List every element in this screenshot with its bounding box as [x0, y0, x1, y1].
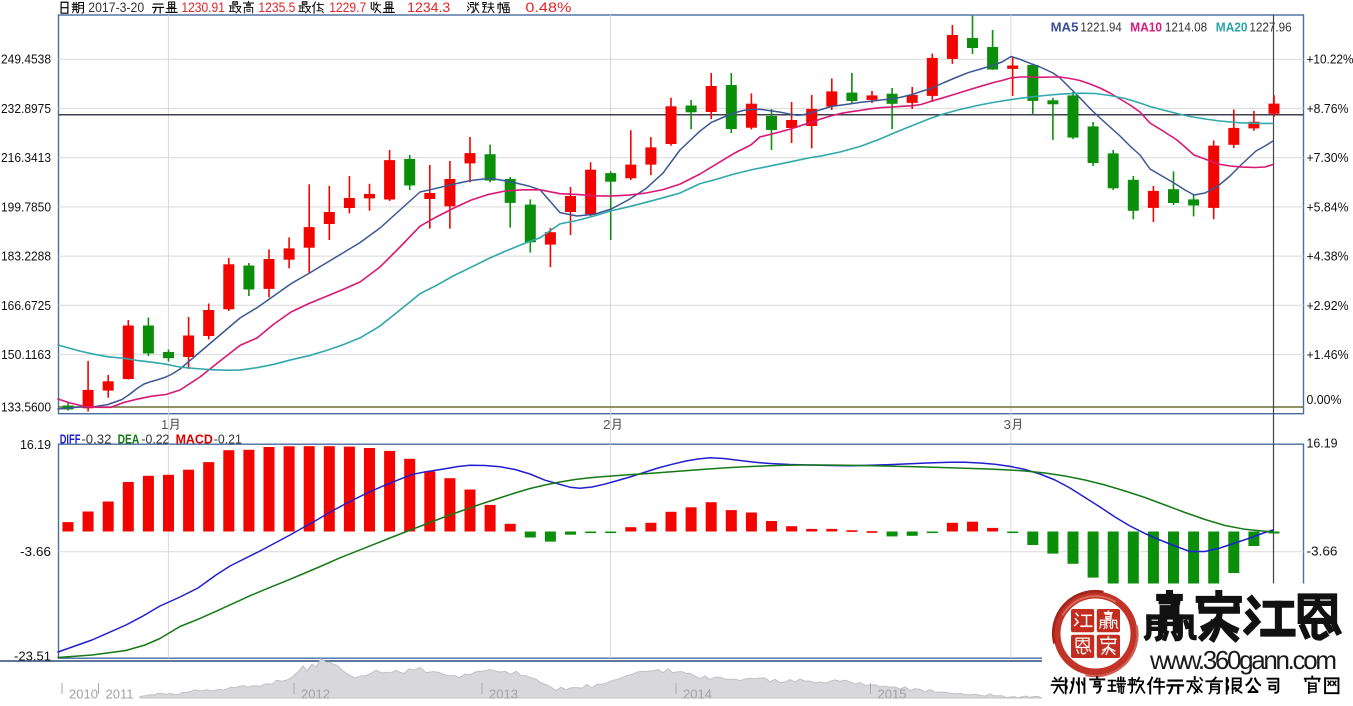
svg-text:232.8975: 232.8975 [1, 101, 51, 116]
svg-text:www.360gann.com: www.360gann.com [1149, 645, 1337, 675]
svg-text:2012: 2012 [301, 687, 330, 702]
svg-text:0.48%: 0.48% [525, 0, 571, 15]
svg-text:-0.32: -0.32 [81, 432, 111, 447]
svg-text:+4.38%: +4.38% [1307, 249, 1349, 264]
svg-text:1: 1 [161, 417, 168, 432]
svg-text:+5.84%: +5.84% [1307, 199, 1349, 214]
svg-text:166.6725: 166.6725 [1, 298, 51, 313]
svg-text:1227.96: 1227.96 [1249, 20, 1291, 35]
svg-text:+2.92%: +2.92% [1307, 298, 1349, 313]
svg-text:1234.3: 1234.3 [407, 0, 450, 15]
svg-text:MACD: MACD [176, 432, 213, 447]
svg-text:MA10: MA10 [1130, 20, 1162, 35]
svg-text:+7.30%: +7.30% [1307, 150, 1349, 165]
svg-text:MA20: MA20 [1216, 20, 1248, 35]
svg-text:16.19: 16.19 [1307, 436, 1338, 451]
svg-text:183.2288: 183.2288 [1, 249, 51, 264]
svg-text:-3.66: -3.66 [20, 544, 51, 559]
svg-text:-3.66: -3.66 [1307, 544, 1338, 559]
svg-text:MA5: MA5 [1051, 20, 1079, 35]
svg-text:199.7850: 199.7850 [1, 199, 51, 214]
svg-text:249.4538: 249.4538 [1, 52, 51, 67]
svg-text:1230.91: 1230.91 [181, 0, 225, 15]
svg-text:2015: 2015 [878, 687, 907, 702]
svg-text:1235.5: 1235.5 [258, 0, 295, 15]
svg-text:+1.46%: +1.46% [1307, 347, 1349, 362]
svg-text:150.1163: 150.1163 [1, 347, 51, 362]
svg-text:-0.22: -0.22 [141, 432, 169, 447]
svg-text:133.5600: 133.5600 [1, 400, 51, 415]
svg-text:-0.21: -0.21 [214, 432, 242, 447]
svg-text:2014: 2014 [683, 687, 712, 702]
svg-text:1214.08: 1214.08 [1165, 20, 1207, 35]
svg-text:0.00%: 0.00% [1307, 392, 1342, 407]
svg-text:216.3413: 216.3413 [1, 150, 51, 165]
svg-text:+8.76%: +8.76% [1307, 101, 1349, 116]
svg-text:+10.22%: +10.22% [1307, 52, 1353, 67]
svg-text:DIFF: DIFF [60, 432, 81, 447]
svg-text:2011: 2011 [106, 687, 134, 702]
svg-text:2013: 2013 [489, 687, 518, 702]
svg-text:2010: 2010 [69, 687, 98, 702]
svg-text:3: 3 [1004, 417, 1011, 432]
svg-text:2: 2 [603, 417, 610, 432]
svg-text:DEA: DEA [118, 432, 140, 447]
svg-text:16.19: 16.19 [20, 437, 51, 452]
svg-text:1229.7: 1229.7 [329, 0, 366, 15]
svg-text:2017-3-20: 2017-3-20 [88, 0, 144, 15]
svg-text:1221.94: 1221.94 [1080, 20, 1121, 35]
